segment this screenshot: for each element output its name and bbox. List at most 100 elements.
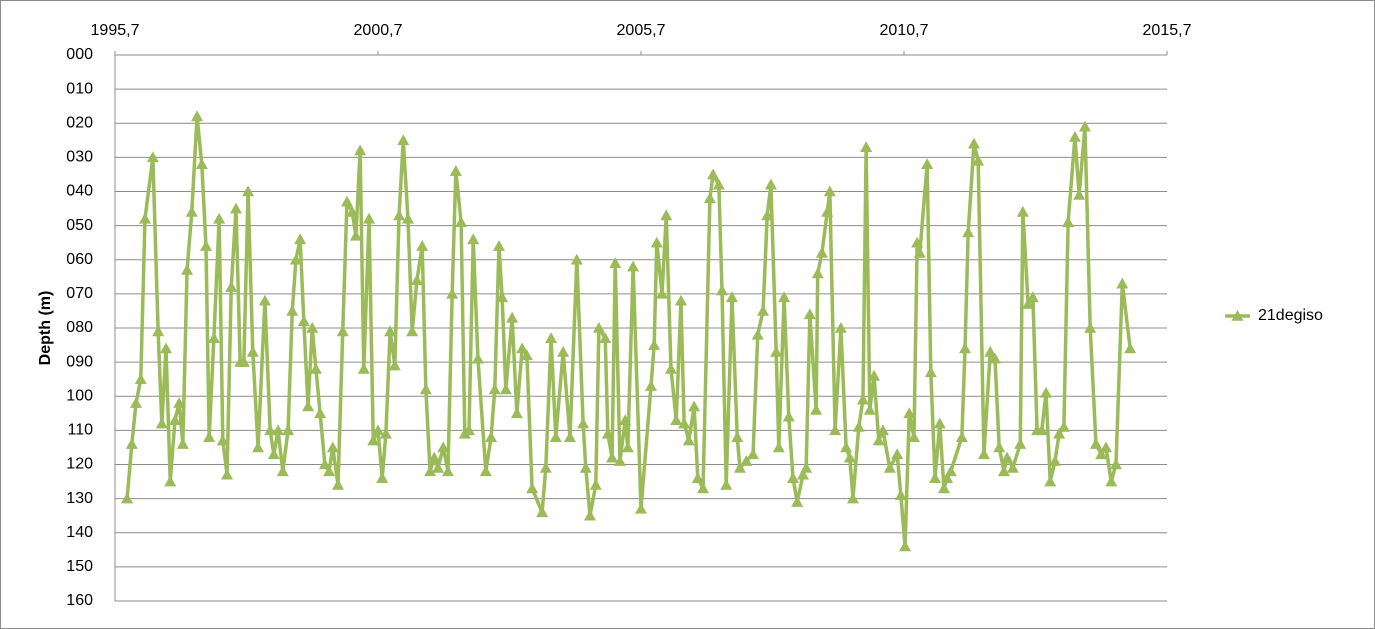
data-point — [563, 431, 576, 442]
x-tick-label: 2010,7 — [880, 22, 929, 39]
data-point — [601, 427, 614, 439]
data-point — [185, 205, 198, 217]
data-point — [164, 475, 177, 487]
data-point — [1040, 386, 1053, 398]
data-point — [242, 185, 255, 197]
data-point — [635, 502, 647, 514]
data-point — [921, 158, 934, 169]
data-point — [972, 154, 985, 166]
data-point — [770, 345, 783, 357]
data-point — [840, 441, 853, 453]
data-point — [146, 151, 159, 163]
data-point — [349, 229, 362, 241]
y-tick-label: 020 — [66, 114, 93, 131]
data-point — [384, 325, 397, 337]
data-point — [302, 400, 315, 412]
data-point — [937, 482, 950, 494]
y-tick-label: 070 — [66, 285, 93, 302]
data-point — [455, 216, 468, 228]
data-point — [955, 431, 968, 442]
data-point — [903, 407, 916, 419]
x-tick-label: 2015,7 — [1143, 22, 1192, 39]
y-tick-label: 090 — [66, 353, 93, 370]
data-point — [846, 492, 859, 504]
legend-label: 21degiso — [1258, 307, 1323, 324]
data-point — [424, 465, 437, 477]
data-point — [907, 431, 920, 442]
data-point — [376, 472, 389, 483]
data-point — [579, 461, 592, 473]
y-tick-label: 030 — [66, 149, 93, 166]
data-point — [506, 311, 519, 323]
data-point — [606, 451, 619, 463]
data-point — [1026, 291, 1039, 303]
data-point — [485, 431, 498, 442]
data-point — [520, 349, 533, 361]
data-point — [911, 236, 924, 248]
data-point — [863, 403, 876, 415]
data-point — [599, 332, 612, 344]
data-point — [674, 294, 687, 306]
data-point — [852, 420, 865, 432]
data-point — [589, 478, 602, 490]
data-point — [181, 263, 194, 275]
data-point — [720, 478, 733, 490]
data-point — [1062, 216, 1075, 228]
data-point — [416, 240, 429, 251]
data-point — [216, 434, 229, 446]
data-point — [1089, 438, 1102, 449]
data-point — [787, 472, 800, 483]
data-point — [289, 253, 302, 265]
data-point — [294, 233, 307, 245]
data-point — [372, 424, 384, 436]
data-point — [691, 472, 704, 483]
data-point — [134, 373, 147, 384]
data-point — [1001, 451, 1014, 463]
data-point — [997, 465, 1010, 477]
data-point — [772, 441, 785, 453]
data-point — [526, 482, 539, 494]
data-point — [306, 322, 319, 333]
data-point — [725, 291, 738, 303]
x-tick-label: 2005,7 — [617, 22, 666, 39]
data-point — [221, 468, 234, 480]
data-point — [363, 212, 376, 224]
data-point — [894, 489, 907, 501]
data-point — [379, 427, 392, 439]
data-point — [800, 461, 813, 473]
data-point — [650, 236, 663, 248]
data-point — [297, 315, 310, 326]
data-point — [1022, 298, 1035, 309]
data-point — [549, 431, 562, 442]
data-point — [883, 461, 896, 473]
data-point — [876, 424, 889, 436]
y-tick-label: 160 — [66, 592, 93, 609]
x-tick-label: 1995,7 — [91, 22, 140, 39]
data-point — [1048, 455, 1061, 466]
data-point — [751, 328, 764, 340]
data-point — [627, 260, 640, 272]
data-point — [797, 468, 810, 480]
data-point — [1057, 420, 1070, 432]
data-point — [471, 352, 484, 364]
data-point — [613, 455, 626, 466]
data-point — [740, 455, 753, 466]
y-tick-label: 110 — [67, 422, 93, 439]
data-point — [747, 448, 760, 460]
data-point — [933, 417, 946, 429]
data-point — [388, 359, 401, 371]
data-point — [1078, 120, 1091, 132]
data-point — [1068, 130, 1081, 142]
data-point — [207, 332, 220, 344]
data-point — [246, 345, 259, 357]
data-point — [810, 403, 823, 415]
data-point — [479, 465, 492, 477]
y-tick-label: 040 — [66, 183, 93, 200]
data-point — [868, 369, 881, 381]
data-point — [449, 165, 462, 176]
data-point — [441, 465, 454, 477]
data-point — [1116, 277, 1129, 289]
y-axis-label: Depth (m) — [37, 291, 54, 366]
data-point — [988, 352, 1001, 364]
y-tick-label: 000 — [66, 46, 93, 63]
